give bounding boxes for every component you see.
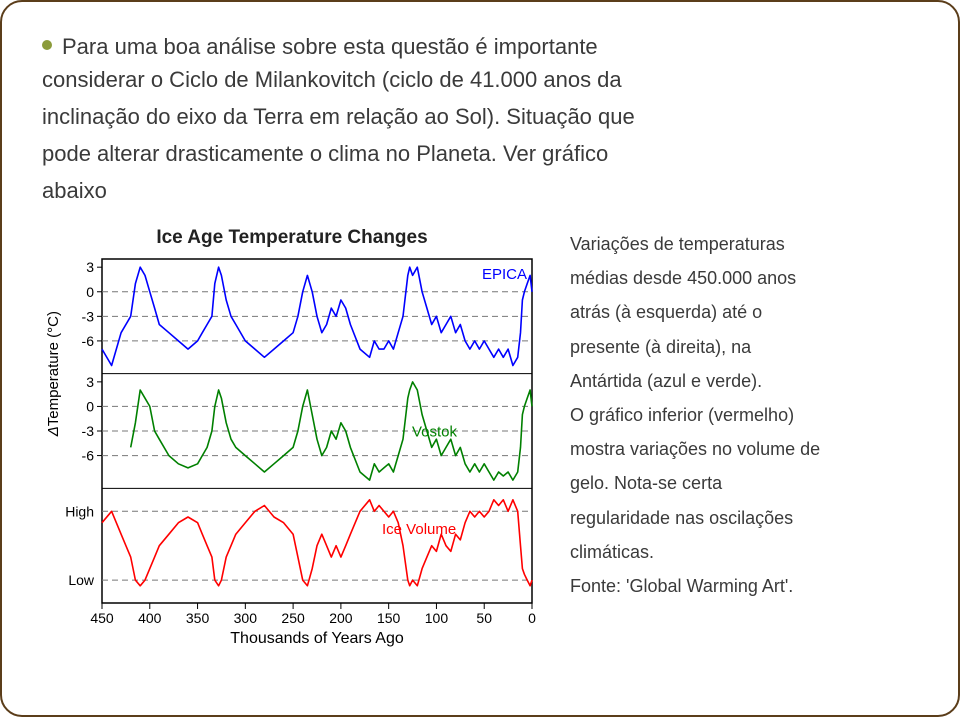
cap-l5: Antártida (azul e verde).: [570, 364, 918, 398]
cap-l11: Fonte: 'Global Warming Art'.: [570, 569, 918, 603]
svg-text:3: 3: [86, 374, 94, 390]
svg-text:250: 250: [281, 610, 305, 626]
svg-text:High: High: [65, 503, 94, 519]
svg-text:450: 450: [90, 610, 114, 626]
cap-l9: regularidade nas oscilações: [570, 501, 918, 535]
svg-text:-3: -3: [82, 423, 95, 439]
svg-text:EPICA: EPICA: [482, 266, 527, 283]
svg-text:0: 0: [86, 398, 94, 414]
top-line1: Para uma boa análise sobre esta questão …: [62, 30, 598, 63]
cap-l2: médias desde 450.000 anos: [570, 261, 918, 295]
slide-frame: Para uma boa análise sobre esta questão …: [0, 0, 960, 717]
chart-container: Ice Age Temperature Changes 450400350300…: [42, 227, 542, 647]
chart-title: Ice Age Temperature Changes: [42, 227, 542, 249]
top-line3: inclinação do eixo da Terra em relação a…: [42, 100, 918, 133]
top-line5: abaixo: [42, 174, 918, 207]
cap-l6: O gráfico inferior (vermelho): [570, 398, 918, 432]
svg-text:Low: Low: [68, 572, 95, 588]
svg-text:-6: -6: [82, 333, 95, 349]
top-paragraph: Para uma boa análise sobre esta questão …: [42, 30, 918, 207]
svg-text:50: 50: [476, 610, 492, 626]
cap-l3: atrás (à esquerda) até o: [570, 295, 918, 329]
svg-text:Ice Volume: Ice Volume: [382, 521, 456, 538]
side-caption: Variações de temperaturas médias desde 4…: [570, 227, 918, 603]
svg-text:400: 400: [138, 610, 162, 626]
svg-text:150: 150: [377, 610, 401, 626]
svg-text:ΔTemperature (°C): ΔTemperature (°C): [45, 311, 62, 437]
svg-text:-3: -3: [82, 308, 95, 324]
top-line2: considerar o Ciclo de Milankovitch (cicl…: [42, 63, 918, 96]
ice-age-chart: 450400350300250200150100500Thousands of …: [42, 253, 542, 648]
svg-text:Thousands of Years Ago: Thousands of Years Ago: [230, 630, 404, 647]
content-row: Ice Age Temperature Changes 450400350300…: [42, 227, 918, 647]
svg-text:350: 350: [186, 610, 210, 626]
svg-text:0: 0: [86, 284, 94, 300]
cap-l10: climáticas.: [570, 535, 918, 569]
svg-text:0: 0: [528, 610, 536, 626]
svg-text:Vostok: Vostok: [412, 424, 458, 441]
svg-text:-6: -6: [82, 448, 95, 464]
cap-l7: mostra variações no volume de: [570, 432, 918, 466]
cap-l8: gelo. Nota-se certa: [570, 466, 918, 500]
svg-text:200: 200: [329, 610, 353, 626]
cap-l1: Variações de temperaturas: [570, 227, 918, 261]
svg-text:300: 300: [234, 610, 258, 626]
svg-text:100: 100: [425, 610, 449, 626]
top-line4: pode alterar drasticamente o clima no Pl…: [42, 137, 918, 170]
bullet-dot: [42, 40, 52, 50]
svg-text:3: 3: [86, 259, 94, 275]
cap-l4: presente (à direita), na: [570, 330, 918, 364]
